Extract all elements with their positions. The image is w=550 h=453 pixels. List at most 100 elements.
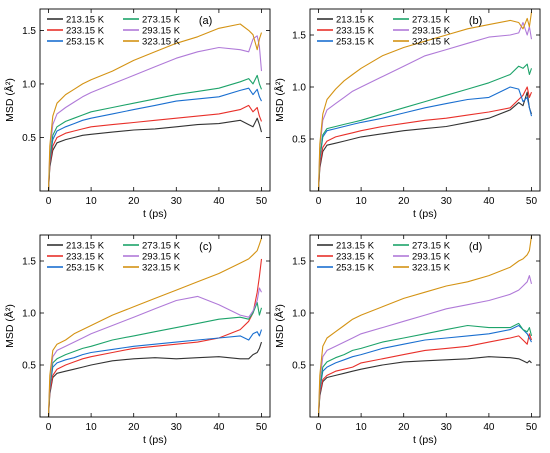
x-tick-label-2-5: 50 [256, 422, 268, 433]
x-tick-label-0-5: 50 [256, 196, 268, 207]
series-line-2-3 [47, 302, 263, 418]
x-tick-label-2-2: 20 [128, 422, 140, 433]
legend-label-1-1: 233.15 K [336, 25, 375, 36]
y-axis-title-2: MSD (Å²) [3, 304, 16, 348]
x-axis-title-3: t (ps) [413, 434, 437, 446]
y-tick-label-1-1: 1.0 [292, 83, 306, 94]
y-axis-title-0: MSD (Å²) [3, 78, 16, 122]
panel-label-3: (d) [469, 241, 482, 253]
plot-frame-2 [39, 234, 271, 418]
legend-label-3-0: 213.15 K [336, 240, 375, 251]
series-line-0-3 [47, 74, 263, 192]
legend-label-3-4: 293.15 K [412, 251, 451, 262]
series-line-2-1 [47, 258, 263, 418]
legend-label-3-3: 273.15 K [412, 240, 451, 251]
series-line-2-0 [47, 341, 263, 418]
x-tick-label-0-0: 0 [46, 196, 52, 207]
series-line-1-2 [317, 86, 533, 192]
x-tick-label-1-2: 20 [398, 196, 410, 207]
panel-label-1: (b) [469, 15, 482, 27]
legend-label-2-1: 233.15 K [66, 251, 105, 262]
legend-label-1-3: 273.15 K [412, 14, 451, 25]
y-tick-label-1-0: 0.5 [292, 135, 306, 146]
x-tick-label-3-0: 0 [316, 422, 322, 433]
x-tick-label-3-4: 40 [483, 422, 495, 433]
series-line-3-1 [317, 333, 533, 418]
y-tick-label-2-1: 1.0 [22, 309, 36, 320]
y-axis-title-1: MSD (Å²) [273, 78, 286, 122]
y-tick-label-2-0: 0.5 [22, 361, 36, 372]
chart-panel-2: 0 10 20 30 40 50 0.5 1.0 1.5 t (ps) MSD (Å²) (c) 213… [3, 234, 271, 446]
legend-label-0-2: 253.15 K [66, 36, 105, 47]
x-tick-label-3-2: 20 [398, 422, 410, 433]
y-tick-label-1-2: 1.5 [292, 31, 306, 42]
series-line-3-4 [317, 275, 533, 418]
series-line-1-3 [317, 63, 533, 192]
series-line-2-2 [47, 329, 263, 418]
series-line-0-5 [47, 23, 263, 192]
y-tick-label-2-2: 1.5 [22, 257, 36, 268]
x-tick-label-2-3: 30 [171, 422, 183, 433]
legend-label-0-5: 323.15 K [142, 36, 181, 47]
series-line-3-3 [317, 322, 533, 418]
legend-label-2-3: 273.15 K [142, 240, 181, 251]
y-tick-label-3-1: 1.0 [292, 309, 306, 320]
legend-label-0-0: 213.15 K [66, 14, 105, 25]
x-tick-label-1-3: 30 [441, 196, 453, 207]
x-tick-label-1-0: 0 [316, 196, 322, 207]
series-line-0-0 [47, 117, 263, 192]
legend-label-0-1: 233.15 K [66, 25, 105, 36]
chart-panel-3: 0 10 20 30 40 50 0.5 1.0 1.5 t (ps) MSD (Å²) (d) 213… [273, 234, 541, 446]
x-tick-label-1-1: 10 [356, 196, 368, 207]
series-line-1-4 [317, 21, 533, 192]
x-tick-label-3-3: 30 [441, 422, 453, 433]
legend-label-2-2: 253.15 K [66, 262, 105, 273]
x-tick-label-3-1: 10 [356, 422, 368, 433]
plot-frame-1 [309, 8, 541, 192]
chart-panel-1: 0 10 20 30 40 50 0.5 1.0 1.5 t (ps) MSD (Å²) (b) 213… [273, 8, 541, 220]
x-axis-title-1: t (ps) [413, 208, 437, 220]
x-axis-title-2: t (ps) [143, 434, 167, 446]
chart-panel-0: 0 10 20 30 40 50 0.5 1.0 1.5 t (ps) MSD (Å²) (a) 213… [3, 8, 271, 220]
series-line-0-2 [47, 87, 262, 192]
panel-label-0: (a) [199, 15, 212, 27]
legend-label-1-0: 213.15 K [336, 14, 375, 25]
legend-label-0-4: 293.15 K [142, 25, 181, 36]
legend-label-3-2: 253.15 K [336, 262, 375, 273]
x-tick-label-2-0: 0 [46, 422, 52, 433]
x-tick-label-0-3: 30 [171, 196, 183, 207]
legend-label-3-1: 233.15 K [336, 251, 375, 262]
series-line-3-5 [317, 235, 533, 418]
legend-label-2-5: 323.15 K [142, 262, 181, 273]
x-tick-label-0-1: 10 [86, 196, 98, 207]
series-line-0-1 [47, 104, 263, 192]
series-line-2-5 [47, 237, 263, 418]
y-tick-label-3-2: 1.5 [292, 257, 306, 268]
series-line-1-5 [317, 12, 533, 192]
x-tick-label-0-2: 20 [128, 196, 140, 207]
x-tick-label-2-4: 40 [213, 422, 225, 433]
panel-label-2: (c) [199, 241, 212, 253]
legend-label-1-4: 293.15 K [412, 25, 451, 36]
plot-frame-3 [309, 234, 541, 418]
legend-label-2-0: 213.15 K [66, 240, 105, 251]
x-tick-label-2-1: 10 [86, 422, 98, 433]
series-line-1-0 [317, 91, 533, 192]
x-tick-label-1-5: 50 [526, 196, 538, 207]
y-axis-title-3: MSD (Å²) [273, 304, 286, 348]
y-tick-label-0-2: 1.5 [22, 26, 36, 37]
legend-label-1-5: 323.15 K [412, 36, 451, 47]
y-tick-label-3-0: 0.5 [292, 361, 306, 372]
series-line-3-0 [317, 356, 532, 418]
series-line-0-4 [47, 35, 263, 192]
plot-frame-0 [39, 8, 271, 192]
y-tick-label-0-1: 1.0 [22, 79, 36, 90]
legend-label-0-3: 273.15 K [142, 14, 181, 25]
x-tick-label-0-4: 40 [213, 196, 225, 207]
legend-label-3-5: 323.15 K [412, 262, 451, 273]
series-line-2-4 [47, 287, 262, 418]
x-tick-label-3-5: 50 [526, 422, 538, 433]
series-line-1-1 [317, 86, 533, 192]
y-tick-label-0-0: 0.5 [22, 133, 36, 144]
